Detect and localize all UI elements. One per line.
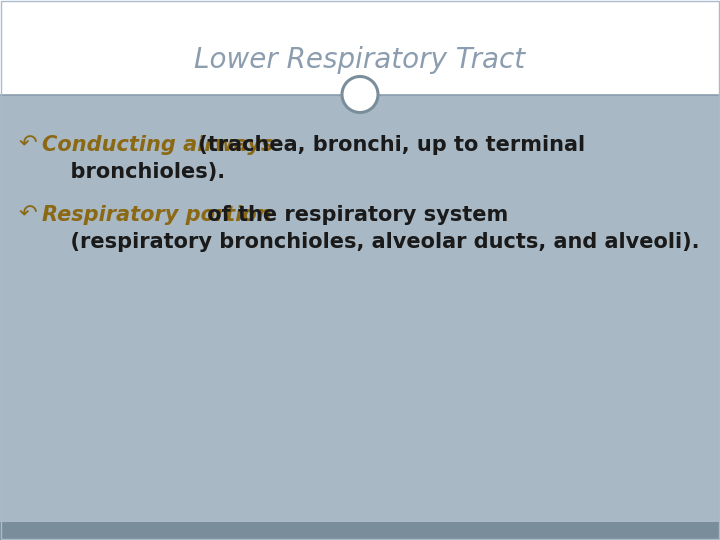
- Text: Lower Respiratory Tract: Lower Respiratory Tract: [194, 46, 526, 74]
- FancyBboxPatch shape: [0, 0, 720, 94]
- Text: of the respiratory system: of the respiratory system: [199, 205, 508, 225]
- FancyBboxPatch shape: [0, 522, 720, 540]
- Text: ↶: ↶: [18, 205, 37, 225]
- Circle shape: [342, 77, 378, 112]
- Text: bronchioles).: bronchioles).: [56, 162, 225, 182]
- FancyBboxPatch shape: [0, 94, 720, 540]
- Text: (respiratory bronchioles, alveolar ducts, and alveoli).: (respiratory bronchioles, alveolar ducts…: [56, 232, 700, 252]
- Text: Conducting airways: Conducting airways: [42, 135, 274, 155]
- Text: Respiratory portion: Respiratory portion: [42, 205, 271, 225]
- Text: ↶: ↶: [18, 135, 37, 155]
- Text: (trachea, bronchi, up to terminal: (trachea, bronchi, up to terminal: [192, 135, 585, 155]
